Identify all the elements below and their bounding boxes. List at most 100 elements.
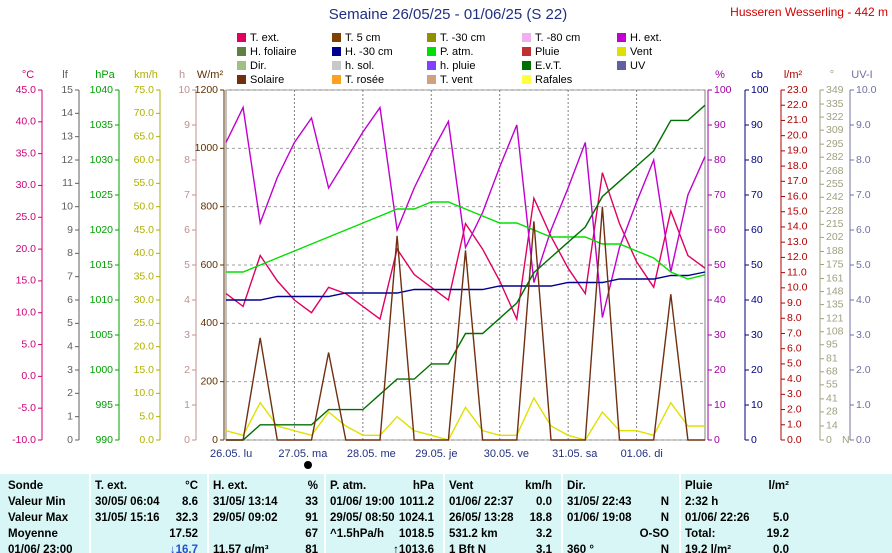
- tick-label: 1000: [90, 364, 114, 376]
- tick-label: 2.0: [856, 364, 871, 376]
- tick-label: 13.0: [787, 236, 808, 248]
- legend-label: H. -30 cm: [345, 46, 393, 58]
- tick-label: 7.0: [856, 189, 871, 201]
- tick-label: 161: [826, 272, 844, 284]
- tick-label: 1025: [90, 189, 114, 201]
- tick-label: 1200: [195, 84, 219, 96]
- tick-label: 68: [826, 366, 838, 378]
- table-cell: T. ext.: [95, 480, 127, 492]
- table-cell: 3.1: [536, 544, 553, 553]
- tick-label: 11.0: [787, 266, 807, 278]
- tick-label: 20: [751, 364, 763, 376]
- legend-swatch: [617, 33, 626, 42]
- tick-label: 0: [826, 434, 832, 446]
- tick-label: 1035: [90, 119, 114, 131]
- legend-swatch: [427, 47, 436, 56]
- legend-label: Dir.: [250, 60, 267, 72]
- tick-label: 5.0: [787, 358, 802, 370]
- tick-label: 148: [826, 285, 844, 297]
- series-line: [226, 201, 706, 280]
- legend-swatch: [522, 75, 531, 84]
- tick-label: 0: [67, 434, 73, 446]
- table-cell: 17.52: [169, 528, 198, 540]
- table-cell: ↑1013.6: [393, 544, 434, 553]
- tick-label: 10.0: [856, 84, 877, 96]
- table-cell: 01/06/ 22:26: [685, 512, 750, 524]
- tick-label: 80: [751, 154, 763, 166]
- tick-label: 202: [826, 231, 844, 243]
- table-cell: 29/05/ 09:02: [213, 512, 278, 524]
- table-cell: 30/05/ 06:04: [95, 496, 160, 508]
- tick-label: 255: [826, 178, 844, 190]
- table-cell: °C: [185, 480, 198, 492]
- tick-label: 135: [826, 298, 844, 310]
- tick-label: 8: [67, 247, 73, 259]
- tick-label: 15.0: [16, 275, 37, 287]
- tick-label: 215: [826, 218, 844, 230]
- legend-swatch: [237, 33, 246, 42]
- tick-label: 1: [184, 399, 190, 411]
- legend-label: Solaire: [250, 74, 284, 86]
- table-cell: P. atm.: [330, 480, 366, 492]
- tick-label: 4: [67, 340, 73, 352]
- legend-swatch: [427, 33, 436, 42]
- tick-label: 80: [714, 154, 726, 166]
- legend-swatch: [332, 75, 341, 84]
- tick-label: 19.0: [787, 145, 808, 157]
- legend-label: h. sol.: [345, 60, 374, 72]
- tick-label: 1: [67, 410, 73, 422]
- tick-label: 0.0: [787, 434, 802, 446]
- legend-swatch: [332, 47, 341, 56]
- tick-label: 242: [826, 191, 844, 203]
- legend-swatch: [427, 61, 436, 70]
- tick-label: 10: [61, 200, 73, 212]
- table-cell: 31/05/ 22:43: [567, 496, 632, 508]
- tick-label: 295: [826, 138, 844, 150]
- table-cell: Sonde: [8, 480, 43, 492]
- series-line: [226, 271, 706, 301]
- tick-label: 60: [714, 224, 726, 236]
- tick-label: 45.0: [134, 224, 155, 236]
- series-line: [226, 104, 706, 441]
- tick-label: 100: [714, 84, 732, 96]
- legend-label: h. pluie: [440, 60, 475, 72]
- tick-label: 75.0: [134, 84, 155, 96]
- tick-label: 0: [212, 434, 218, 446]
- tick-label: 7: [67, 270, 73, 282]
- tick-label: 7.0: [787, 327, 802, 339]
- axis-title: lf: [62, 69, 68, 81]
- axis-title: hPa: [95, 69, 115, 81]
- tick-label: 81: [826, 353, 838, 365]
- tick-label: 23.0: [787, 84, 808, 96]
- tick-label: 3.0: [787, 388, 802, 400]
- table-cell: ^1.5hPa/h: [330, 528, 384, 540]
- tick-label: 20.0: [134, 340, 155, 352]
- legend-label: UV: [630, 60, 646, 72]
- tick-label: 90: [714, 119, 726, 131]
- tick-label: 30: [714, 329, 726, 341]
- table-cell: 01/06/ 23:00: [8, 544, 73, 553]
- tick-label: 18.0: [787, 160, 808, 172]
- tick-label: 9: [184, 119, 190, 131]
- x-tick-label: 29.05. je: [415, 448, 457, 460]
- table-cell: 11.57 g/m³: [213, 544, 269, 553]
- table-cell: Valeur Min: [8, 496, 66, 508]
- table-cell: 3.2: [536, 528, 552, 540]
- tick-label: 20: [714, 364, 726, 376]
- axis-title: °: [830, 69, 834, 81]
- tick-label: 45.0: [16, 84, 37, 96]
- tick-label: 9.0: [856, 119, 871, 131]
- legend-label: H. foliaire: [250, 46, 296, 58]
- table-cell: 18.8: [530, 512, 553, 524]
- tick-label: 95: [826, 339, 838, 351]
- x-tick-label: 26.05. lu: [210, 448, 252, 460]
- legend-label: T. -30 cm: [440, 32, 485, 44]
- tick-label: 200: [200, 375, 218, 387]
- table-cell: 1024.1: [399, 512, 435, 524]
- legend-label: T. 5 cm: [345, 32, 380, 44]
- table-cell: 5.0: [773, 512, 789, 524]
- table-cell: 32.3: [176, 512, 198, 524]
- tick-label: 22.0: [787, 99, 808, 111]
- table-cell: km/h: [525, 480, 552, 492]
- tick-label: 35.0: [134, 270, 155, 282]
